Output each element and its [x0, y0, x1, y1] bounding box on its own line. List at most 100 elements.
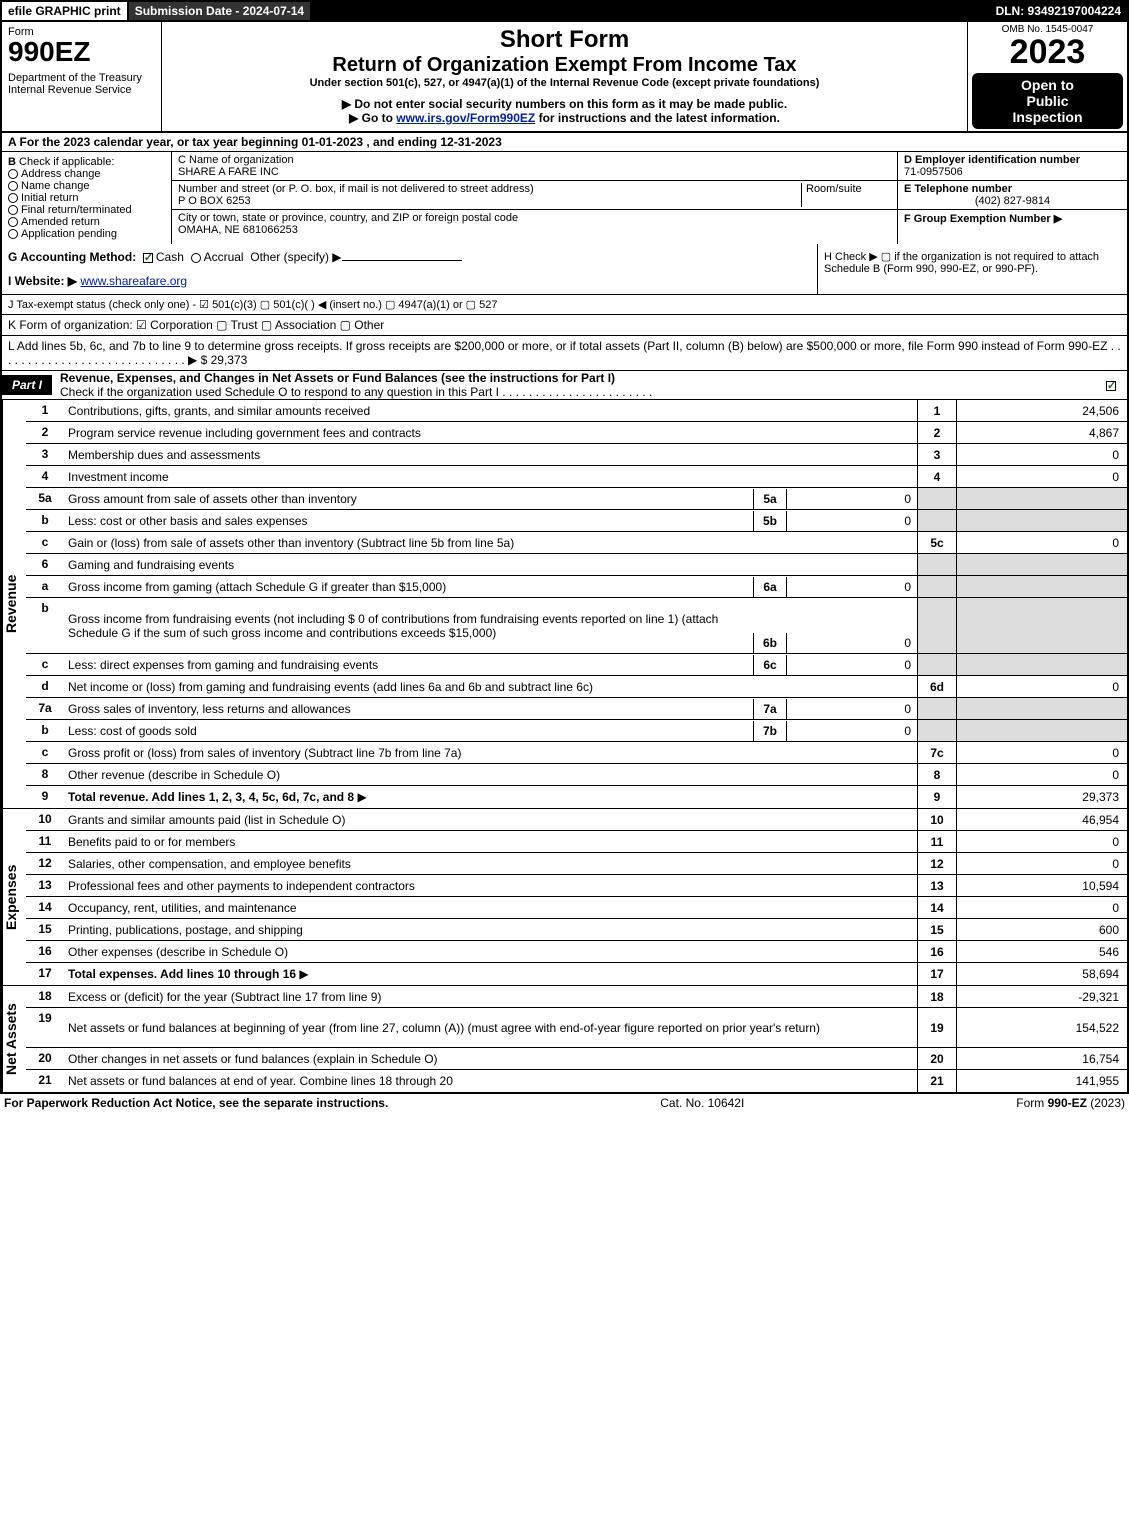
- table-row: dNet income or (loss) from gaming and fu…: [26, 676, 1127, 698]
- opt-final: Final return/terminated: [21, 204, 132, 216]
- desc: Other changes in net assets or fund bala…: [68, 1052, 438, 1066]
- table-row: 18Excess or (deficit) for the year (Subt…: [26, 986, 1127, 1008]
- line-h: H Check ▶ ▢ if the organization is not r…: [817, 244, 1127, 294]
- table-row: 14Occupancy, rent, utilities, and mainte…: [26, 897, 1127, 919]
- instruct-1: ▶ Do not enter social security numbers o…: [170, 97, 959, 111]
- c-name-label: C Name of organization: [178, 154, 294, 166]
- revenue-side-label: Revenue: [2, 400, 26, 808]
- cb-final-return[interactable]: [8, 205, 18, 215]
- table-row: 17Total expenses. Add lines 10 through 1…: [26, 963, 1127, 985]
- header-center: Short Form Return of Organization Exempt…: [162, 22, 967, 131]
- expenses-side-label: Expenses: [2, 809, 26, 985]
- desc: Gaming and fundraising events: [68, 558, 234, 572]
- desc: Grants and similar amounts paid (list in…: [68, 813, 345, 827]
- box-b: B Check if applicable: Address change Na…: [2, 152, 172, 244]
- desc: Program service revenue including govern…: [68, 426, 421, 440]
- subtitle: Under section 501(c), 527, or 4947(a)(1)…: [170, 77, 959, 89]
- table-row: cGain or (loss) from sale of assets othe…: [26, 532, 1127, 554]
- cb-name-change[interactable]: [8, 181, 18, 191]
- table-row: bLess: cost of goods sold7b0: [26, 720, 1127, 742]
- main-title: Return of Organization Exempt From Incom…: [170, 54, 959, 77]
- g-label: G Accounting Method:: [8, 250, 136, 264]
- table-row: 2Program service revenue including gover…: [26, 422, 1127, 444]
- table-row: 8Other revenue (describe in Schedule O)8…: [26, 764, 1127, 786]
- g-other-input[interactable]: [342, 260, 462, 261]
- part-1-title: Revenue, Expenses, and Changes in Net As…: [60, 371, 615, 385]
- open-inspection-box: Open to Public Inspection: [972, 73, 1123, 129]
- revenue-section: Revenue 1Contributions, gifts, grants, a…: [0, 400, 1129, 809]
- desc: Less: cost of goods sold: [68, 724, 197, 738]
- desc: Gross income from fundraising events (no…: [68, 612, 749, 640]
- table-row: 11Benefits paid to or for members110: [26, 831, 1127, 853]
- desc: Net assets or fund balances at end of ye…: [68, 1074, 453, 1088]
- cb-initial-return[interactable]: [8, 193, 18, 203]
- cb-cash[interactable]: [143, 253, 153, 263]
- dept-label: Department of the Treasury: [8, 72, 155, 84]
- dln-label: DLN: 93492197004224: [990, 2, 1127, 20]
- opt-name: Name change: [21, 180, 90, 192]
- part-1-header: Part I Revenue, Expenses, and Changes in…: [0, 371, 1129, 400]
- table-row: 7aGross sales of inventory, less returns…: [26, 698, 1127, 720]
- cb-address-change[interactable]: [8, 169, 18, 179]
- instruct-2-post: for instructions and the latest informat…: [539, 111, 780, 125]
- website-link[interactable]: www.shareafare.org: [80, 274, 187, 288]
- table-row: 19Net assets or fund balances at beginni…: [26, 1008, 1127, 1048]
- page-footer: For Paperwork Reduction Act Notice, see …: [0, 1094, 1129, 1112]
- desc: Gross profit or (loss) from sales of inv…: [68, 746, 461, 760]
- i-label: I Website: ▶: [8, 274, 77, 288]
- opt-amended: Amended return: [21, 216, 100, 228]
- desc: Net assets or fund balances at beginning…: [68, 1021, 820, 1035]
- box-b-letter: B: [8, 156, 16, 168]
- open-1: Open to: [976, 77, 1119, 93]
- expenses-section: Expenses 10Grants and similar amounts pa…: [0, 809, 1129, 986]
- short-form-title: Short Form: [170, 26, 959, 54]
- table-row: 16Other expenses (describe in Schedule O…: [26, 941, 1127, 963]
- org-name: SHARE A FARE INC: [178, 166, 279, 178]
- table-row: cLess: direct expenses from gaming and f…: [26, 654, 1127, 676]
- g-accrual: Accrual: [204, 250, 244, 264]
- desc: Excess or (deficit) for the year (Subtra…: [68, 990, 381, 1004]
- footer-right: Form 990-EZ (2023): [1016, 1096, 1125, 1110]
- cb-amended[interactable]: [8, 217, 18, 227]
- submission-date: Submission Date - 2024-07-14: [129, 2, 312, 20]
- table-row: 10Grants and similar amounts paid (list …: [26, 809, 1127, 831]
- org-city: OMAHA, NE 681066253: [178, 224, 298, 236]
- room-label: Room/suite: [806, 183, 862, 195]
- irs-label: Internal Revenue Service: [8, 84, 155, 96]
- tax-year: 2023: [972, 35, 1123, 69]
- line-l: L Add lines 5b, 6c, and 7b to line 9 to …: [0, 336, 1129, 371]
- desc: Total expenses. Add lines 10 through 16: [68, 967, 296, 981]
- line-k: K Form of organization: ☑ Corporation ▢ …: [0, 315, 1129, 336]
- desc: Other expenses (describe in Schedule O): [68, 945, 288, 959]
- desc: Other revenue (describe in Schedule O): [68, 768, 280, 782]
- c-city-label: City or town, state or province, country…: [178, 212, 518, 224]
- desc: Printing, publications, postage, and shi…: [68, 923, 303, 937]
- irs-link[interactable]: www.irs.gov/Form990EZ: [396, 111, 535, 125]
- c-street-label: Number and street (or P. O. box, if mail…: [178, 183, 534, 195]
- section-bcd: B Check if applicable: Address change Na…: [0, 152, 1129, 244]
- form-number: 990EZ: [8, 38, 155, 66]
- desc: Total revenue. Add lines 1, 2, 3, 4, 5c,…: [68, 790, 354, 804]
- g-other: Other (specify) ▶: [250, 250, 341, 264]
- opt-initial: Initial return: [21, 192, 78, 204]
- table-row: 6Gaming and fundraising events: [26, 554, 1127, 576]
- cb-pending[interactable]: [8, 229, 18, 239]
- desc: Gain or (loss) from sale of assets other…: [68, 536, 514, 550]
- efile-label[interactable]: efile GRAPHIC print: [2, 2, 129, 20]
- cb-part1-schedo[interactable]: [1106, 381, 1116, 391]
- header-left: Form 990EZ Department of the Treasury In…: [2, 22, 162, 131]
- desc: Less: cost or other basis and sales expe…: [68, 514, 307, 528]
- cb-accrual[interactable]: [191, 253, 201, 263]
- desc: Gross amount from sale of assets other t…: [68, 492, 357, 506]
- footer-center: Cat. No. 10642I: [660, 1096, 744, 1110]
- part-1-label: Part I: [2, 375, 52, 395]
- opt-pending: Application pending: [21, 228, 117, 240]
- instruct-2-pre: ▶ Go to: [349, 111, 396, 125]
- ein-label: D Employer identification number: [904, 154, 1080, 166]
- footer-left: For Paperwork Reduction Act Notice, see …: [4, 1096, 388, 1110]
- desc: Net income or (loss) from gaming and fun…: [68, 680, 593, 694]
- tel-value: (402) 827-9814: [904, 195, 1121, 207]
- desc: Contributions, gifts, grants, and simila…: [68, 404, 370, 418]
- table-row: 4Investment income40: [26, 466, 1127, 488]
- org-street: P O BOX 6253: [178, 195, 251, 207]
